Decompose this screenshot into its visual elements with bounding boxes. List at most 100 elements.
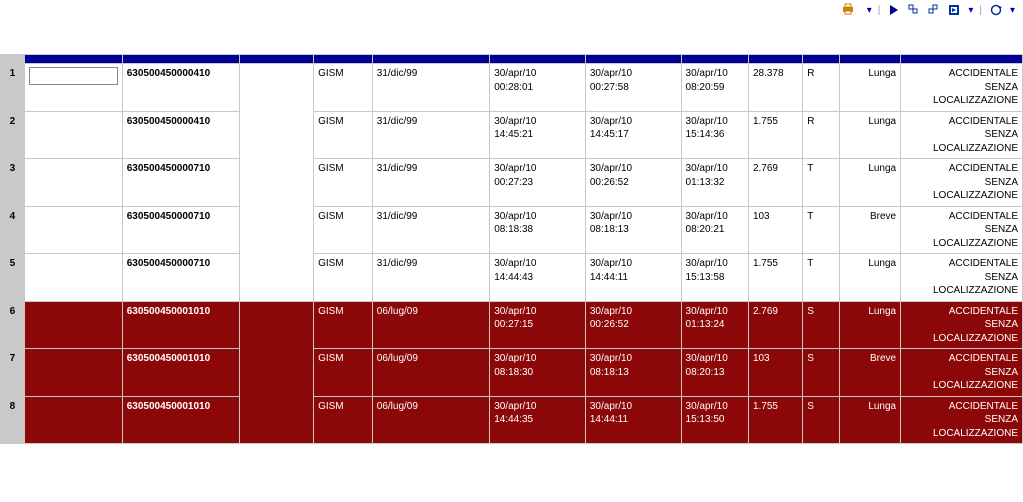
cell-fine: 30/apr/1015:13:50 bbox=[681, 396, 748, 444]
cell-durata: 1.755 bbox=[748, 396, 802, 444]
header-tipologia[interactable] bbox=[314, 55, 373, 64]
cell-tipoint: Lunga bbox=[840, 64, 901, 112]
refresh-icon[interactable] bbox=[988, 2, 1004, 18]
table-row[interactable]: 8630500450001010GISM06/lug/0930/apr/1014… bbox=[1, 396, 1023, 444]
cell-fine: 30/apr/1008:20:21 bbox=[681, 206, 748, 254]
cell-fase: T bbox=[803, 159, 840, 207]
cabina-input[interactable] bbox=[29, 67, 118, 85]
cell-interruzione: 30/apr/1014:44:35 bbox=[490, 396, 586, 444]
table-body: 1630500450000410GISM31/dic/9930/apr/1000… bbox=[1, 64, 1023, 444]
cell-motivazione: ACCIDENTALESENZALOCALIZZAZIONE bbox=[901, 64, 1023, 112]
toolbar-separator: | bbox=[876, 5, 883, 16]
cell-interruzione: 30/apr/1000:28:01 bbox=[490, 64, 586, 112]
header-motivazione[interactable] bbox=[901, 55, 1023, 64]
cell-durata: 103 bbox=[748, 349, 802, 397]
table-row[interactable]: 5630500450000710GISM31/dic/9930/apr/1014… bbox=[1, 254, 1023, 302]
cell-tipoint: Lunga bbox=[840, 254, 901, 302]
row-number[interactable]: 5 bbox=[1, 254, 25, 302]
interruptions-table: 1630500450000410GISM31/dic/9930/apr/1000… bbox=[0, 54, 1023, 444]
cell-cabina bbox=[24, 64, 122, 112]
run-report-icon[interactable] bbox=[886, 2, 902, 18]
table-row[interactable]: 1630500450000410GISM31/dic/9930/apr/1000… bbox=[1, 64, 1023, 112]
cell-tipologia: GISM bbox=[314, 254, 373, 302]
cell-durata: 28.378 bbox=[748, 64, 802, 112]
cell-riconciliata: 30/apr/1014:44:11 bbox=[585, 254, 681, 302]
punto-value: 630500450000710 bbox=[127, 211, 210, 222]
row-number[interactable]: 6 bbox=[1, 301, 25, 349]
header-cabina[interactable] bbox=[24, 55, 122, 64]
cell-cabina bbox=[24, 349, 122, 397]
cell-fine: 30/apr/1001:13:24 bbox=[681, 301, 748, 349]
header-fase[interactable] bbox=[803, 55, 840, 64]
header-punto[interactable] bbox=[122, 55, 239, 64]
header-riconciliata[interactable] bbox=[585, 55, 681, 64]
cell-punto: 630500450001010 bbox=[122, 349, 239, 397]
cell-punto: 630500450000710 bbox=[122, 159, 239, 207]
header-durata[interactable] bbox=[748, 55, 802, 64]
cell-interruzione: 30/apr/1014:45:21 bbox=[490, 111, 586, 159]
cell-motivazione: ACCIDENTALESENZALOCALIZZAZIONE bbox=[901, 206, 1023, 254]
punto-value: 630500450000710 bbox=[127, 163, 210, 174]
cell-punto: 630500450000710 bbox=[122, 206, 239, 254]
cell-fase: R bbox=[803, 64, 840, 112]
cell-disattivazione: 31/dic/99 bbox=[372, 159, 489, 207]
cell-disattivazione: 31/dic/99 bbox=[372, 111, 489, 159]
table-row[interactable]: 3630500450000710GISM31/dic/9930/apr/1000… bbox=[1, 159, 1023, 207]
row-number[interactable]: 2 bbox=[1, 111, 25, 159]
cell-interruzione: 30/apr/1000:27:23 bbox=[490, 159, 586, 207]
cell-cabina bbox=[24, 254, 122, 302]
cell-nome bbox=[240, 64, 314, 302]
cell-riconciliata: 30/apr/1014:44:11 bbox=[585, 396, 681, 444]
cell-punto: 630500450000410 bbox=[122, 64, 239, 112]
drill-down-icon[interactable] bbox=[906, 2, 922, 18]
cell-fase: T bbox=[803, 206, 840, 254]
cell-cabina bbox=[24, 301, 122, 349]
drill-up-icon[interactable] bbox=[926, 2, 942, 18]
cell-fase: S bbox=[803, 396, 840, 444]
cell-motivazione: ACCIDENTALESENZALOCALIZZAZIONE bbox=[901, 111, 1023, 159]
cell-motivazione: ACCIDENTALESENZALOCALIZZAZIONE bbox=[901, 396, 1023, 444]
cell-motivazione: ACCIDENTALESENZALOCALIZZAZIONE bbox=[901, 254, 1023, 302]
punto-value: 630500450001010 bbox=[127, 401, 210, 412]
cell-disattivazione: 31/dic/99 bbox=[372, 206, 489, 254]
row-number[interactable]: 4 bbox=[1, 206, 25, 254]
cell-fase: S bbox=[803, 349, 840, 397]
cell-interruzione: 30/apr/1008:18:30 bbox=[490, 349, 586, 397]
cell-motivazione: ACCIDENTALESENZALOCALIZZAZIONE bbox=[901, 301, 1023, 349]
row-number[interactable]: 8 bbox=[1, 396, 25, 444]
row-number[interactable]: 1 bbox=[1, 64, 25, 112]
cell-riconciliata: 30/apr/1000:27:58 bbox=[585, 64, 681, 112]
cell-tipologia: GISM bbox=[314, 64, 373, 112]
header-disattivazione[interactable] bbox=[372, 55, 489, 64]
cell-disattivazione: 31/dic/99 bbox=[372, 64, 489, 112]
cell-tipoint: Breve bbox=[840, 349, 901, 397]
goto-icon[interactable] bbox=[946, 2, 962, 18]
row-number[interactable]: 3 bbox=[1, 159, 25, 207]
cell-cabina bbox=[24, 396, 122, 444]
print-icon bbox=[841, 3, 855, 18]
header-tipoint[interactable] bbox=[840, 55, 901, 64]
refresh-dropdown-icon[interactable]: ▾ bbox=[1008, 5, 1015, 16]
header-interruzione[interactable] bbox=[490, 55, 586, 64]
cell-durata: 1.755 bbox=[748, 254, 802, 302]
cell-punto: 630500450000710 bbox=[122, 254, 239, 302]
row-number[interactable]: 7 bbox=[1, 349, 25, 397]
goto-dropdown-icon[interactable]: ▾ bbox=[966, 5, 973, 16]
keep-version-dropdown-icon[interactable]: ▾ bbox=[865, 5, 872, 16]
cell-punto: 630500450001010 bbox=[122, 301, 239, 349]
table-row[interactable]: 7630500450001010GISM06/lug/0930/apr/1008… bbox=[1, 349, 1023, 397]
cell-fase: S bbox=[803, 301, 840, 349]
cell-interruzione: 30/apr/1008:18:38 bbox=[490, 206, 586, 254]
cell-durata: 2.769 bbox=[748, 301, 802, 349]
cell-durata: 103 bbox=[748, 206, 802, 254]
cell-disattivazione: 06/lug/09 bbox=[372, 396, 489, 444]
punto-value: 630500450000410 bbox=[127, 116, 210, 127]
punto-value: 630500450001010 bbox=[127, 306, 210, 317]
header-nome[interactable] bbox=[240, 55, 314, 64]
table-row[interactable]: 2630500450000410GISM31/dic/9930/apr/1014… bbox=[1, 111, 1023, 159]
table-row[interactable]: 4630500450000710GISM31/dic/9930/apr/1008… bbox=[1, 206, 1023, 254]
cell-fine: 30/apr/1001:13:32 bbox=[681, 159, 748, 207]
cell-motivazione: ACCIDENTALESENZALOCALIZZAZIONE bbox=[901, 159, 1023, 207]
table-row[interactable]: 6630500450001010GISM06/lug/0930/apr/1000… bbox=[1, 301, 1023, 349]
header-fine[interactable] bbox=[681, 55, 748, 64]
